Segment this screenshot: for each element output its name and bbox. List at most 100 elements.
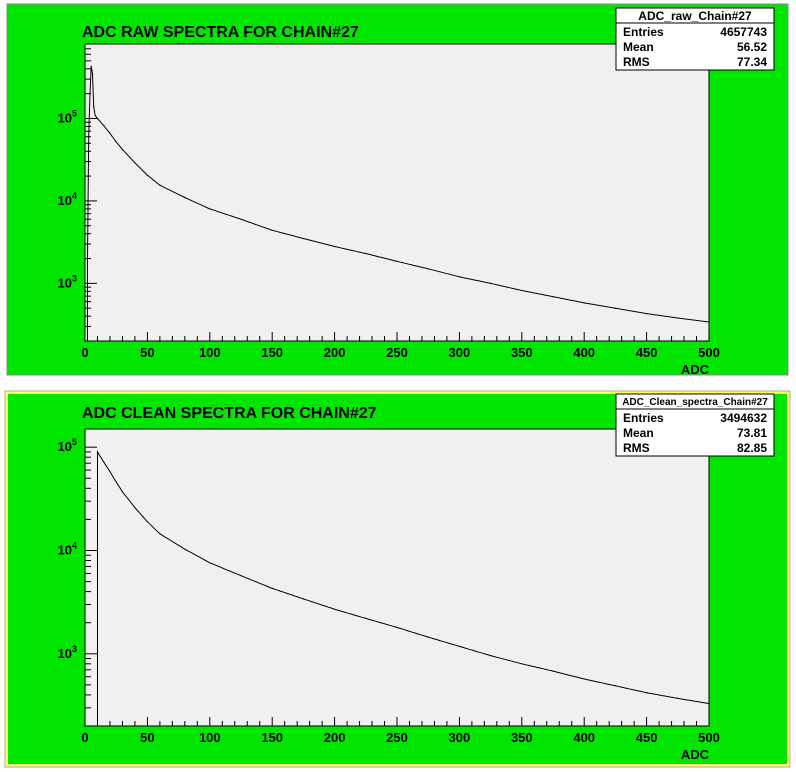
histogram-point [458, 645, 460, 647]
x-axis-label: ADC [681, 747, 710, 762]
x-tick-label: 0 [81, 730, 88, 745]
histogram-point [96, 451, 99, 453]
x-tick-label: 250 [386, 345, 408, 360]
stats-entries-label: Entries [623, 25, 664, 39]
plot-frame [84, 428, 710, 727]
histogram [86, 65, 710, 341]
histogram-point [86, 257, 89, 260]
stats-entries-label: Entries [623, 411, 664, 425]
stats-entries-value: 4657743 [720, 25, 767, 39]
histogram-point [396, 626, 398, 629]
histogram-point [708, 321, 710, 323]
y-tick-label: 103 [58, 273, 77, 290]
clean-spectra-pad: ADC CLEAN SPECTRA FOR CHAIN#27 ADC ADC_C… [4, 390, 791, 768]
histogram-point [88, 136, 90, 138]
histogram-point [614, 307, 617, 309]
y-tick-label: 104 [58, 540, 77, 557]
histogram-point [109, 471, 111, 473]
x-tick-label: 100 [199, 730, 221, 745]
histogram-point [240, 218, 242, 220]
stats-mean-label: Mean [623, 40, 654, 54]
histogram-point [552, 296, 554, 298]
x-tick-label: 0 [81, 345, 88, 360]
histogram-point [583, 678, 585, 680]
histogram-point [184, 196, 186, 199]
stats-mean-value: 73.81 [737, 426, 767, 440]
histogram-point [677, 697, 679, 700]
stats-entries-value: 3494632 [720, 411, 767, 425]
stats-histogram-name: ADC_raw_Chain#27 [638, 9, 752, 23]
stats-histogram-name: ADC_Clean_spectra_Chain#27 [622, 397, 768, 408]
x-tick-label: 250 [386, 730, 408, 745]
histogram-point [552, 670, 554, 672]
histogram-point [115, 481, 117, 483]
histogram-point [365, 252, 367, 255]
stats-box-frame [615, 7, 775, 71]
raw-spectra-pad: ADC RAW SPECTRA FOR CHAIN#27 ADC ADC_raw… [6, 3, 789, 377]
histogram-point [134, 162, 136, 164]
stats-rms-value: 82.85 [737, 441, 767, 455]
histogram-point [103, 124, 105, 127]
histogram-point [365, 617, 367, 620]
x-tick-label: 300 [449, 345, 471, 360]
histogram-point [490, 282, 492, 284]
histogram-point [271, 587, 273, 589]
histogram-point [302, 598, 304, 600]
x-tick-label: 50 [140, 730, 154, 745]
histogram [96, 450, 710, 726]
histogram-point [302, 237, 304, 240]
histogram-point [94, 114, 96, 116]
histogram-point [427, 636, 429, 638]
histogram-point [334, 245, 336, 248]
x-tick-label: 500 [698, 345, 720, 360]
histogram-point [521, 289, 523, 292]
histogram-point [209, 562, 211, 564]
histogram-point [121, 491, 124, 493]
histogram-point [396, 260, 398, 262]
histogram-point [334, 608, 336, 610]
x-tick-label: 450 [636, 345, 658, 360]
axes: 0 50 100 150 200 250 300 350 400 450 500 103 104 105 [58, 43, 720, 360]
y-tick-label: 105 [58, 108, 77, 125]
x-tick-label: 100 [199, 345, 221, 360]
histogram-point [115, 141, 117, 143]
stats-mean-label: Mean [623, 426, 654, 440]
axes: 0 50 100 150 200 250 300 350 400 450 500 103 104 105 [58, 437, 720, 745]
histogram-point [93, 105, 95, 108]
stats-rms-label: RMS [623, 55, 650, 69]
histogram-point [98, 453, 100, 455]
histogram-point [89, 93, 91, 95]
plot-frame [84, 43, 710, 342]
x-tick-label: 50 [140, 345, 154, 360]
histogram-point [91, 73, 94, 75]
x-tick-label: 400 [573, 730, 595, 745]
x-tick-label: 400 [573, 345, 595, 360]
histogram-point [109, 132, 111, 134]
histogram-point [209, 208, 211, 210]
x-tick-label: 200 [324, 730, 346, 745]
histogram-series-0 [97, 450, 710, 726]
stats-mean-value: 56.52 [737, 40, 767, 54]
histogram-point [646, 692, 648, 694]
stats-box-frame [615, 393, 775, 457]
histogram-point [146, 521, 148, 523]
x-tick-label: 450 [636, 730, 658, 745]
plot-title: ADC RAW SPECTRA FOR CHAIN#27 [82, 24, 359, 41]
y-tick-label: 105 [58, 437, 77, 454]
x-tick-label: 200 [324, 345, 346, 360]
histogram-point [271, 229, 273, 231]
histogram-point [427, 268, 429, 270]
y-tick-label: 104 [58, 191, 77, 208]
histogram-point [240, 575, 242, 577]
histogram-point [159, 533, 161, 535]
x-tick-label: 350 [511, 730, 533, 745]
x-axis-label: ADC [681, 362, 710, 377]
histogram-point [146, 174, 148, 176]
histogram-point [458, 276, 460, 278]
histogram-point [121, 148, 124, 151]
histogram-point [134, 507, 136, 509]
histogram-point [90, 65, 92, 67]
plot-title: ADC CLEAN SPECTRA FOR CHAIN#27 [82, 405, 377, 422]
x-tick-label: 300 [449, 730, 471, 745]
